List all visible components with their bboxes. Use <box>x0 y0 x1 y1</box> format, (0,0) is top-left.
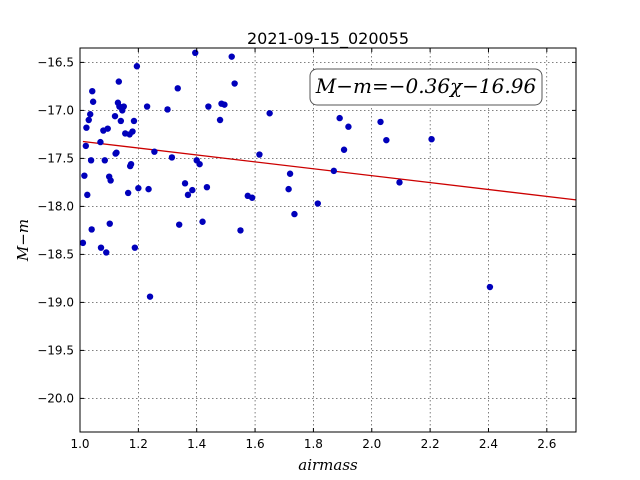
data-point <box>184 191 192 199</box>
data-point <box>81 172 88 179</box>
data-point <box>146 293 154 300</box>
data-point <box>127 160 135 168</box>
fit-annotation: M−m=−0.36χ−16.96 <box>309 68 543 106</box>
data-point <box>285 185 292 193</box>
y-tick-label: −20.0 <box>37 391 74 405</box>
annotation-text: M−m=−0.36χ−16.96 <box>315 74 537 98</box>
data-point <box>174 85 181 92</box>
data-point <box>345 123 352 130</box>
x-tick-label: 1.4 <box>187 437 206 451</box>
data-point <box>199 218 206 225</box>
data-point <box>89 98 97 105</box>
x-tick-label: 2.6 <box>537 437 556 451</box>
data-point <box>330 167 338 175</box>
y-axis-ticks: −16.5 −17.0 −17.5 −18.0 −18.5 −19.0 −19.5 −20.0 <box>37 55 576 405</box>
x-tick-label: 1.2 <box>129 437 148 451</box>
data-point <box>196 160 203 168</box>
data-point <box>340 146 348 153</box>
data-point <box>176 221 183 228</box>
fit-line <box>82 140 577 201</box>
x-axis-label: airmass <box>298 456 358 474</box>
data-point <box>113 149 120 156</box>
data-point <box>87 111 94 118</box>
data-points <box>79 49 494 300</box>
data-point <box>83 124 90 131</box>
data-point <box>130 117 138 125</box>
chart-title: 2021-09-15_020055 <box>247 29 409 49</box>
data-point <box>383 136 390 144</box>
data-point <box>111 112 119 120</box>
x-axis-ticks: 1.0 1.2 1.4 1.6 1.8 2.0 2.2 2.4 2.6 <box>70 48 556 451</box>
data-point <box>87 157 95 164</box>
x-tick-label: 1.8 <box>304 437 323 451</box>
data-point <box>164 106 171 113</box>
data-point <box>85 116 92 124</box>
data-point <box>115 78 123 85</box>
y-tick-label: −19.5 <box>37 343 74 357</box>
data-point <box>84 191 91 199</box>
x-tick-label: 2.4 <box>479 437 498 451</box>
data-point <box>135 184 142 192</box>
data-point <box>101 157 109 164</box>
data-point <box>133 63 141 70</box>
y-axis-label: M−m <box>14 219 32 262</box>
data-point <box>203 184 211 191</box>
data-point <box>189 186 196 194</box>
data-point <box>486 283 494 291</box>
data-point <box>103 249 110 256</box>
data-point <box>248 194 256 201</box>
data-point <box>237 227 244 234</box>
data-point <box>192 49 199 56</box>
data-point <box>314 200 321 207</box>
data-point <box>145 185 152 193</box>
data-point <box>89 88 96 95</box>
data-point <box>143 103 151 110</box>
y-tick-label: −17.5 <box>37 151 74 165</box>
data-point <box>168 154 176 161</box>
data-point <box>124 189 132 197</box>
data-point <box>79 239 87 247</box>
x-tick-label: 1.0 <box>70 437 89 451</box>
x-tick-label: 2.2 <box>421 437 440 451</box>
data-point <box>104 125 111 132</box>
data-point <box>256 151 263 158</box>
data-point <box>151 148 158 155</box>
data-point <box>266 110 273 117</box>
data-point <box>106 220 113 227</box>
y-tick-label: −16.5 <box>37 55 74 69</box>
data-point <box>117 117 125 125</box>
y-tick-label: −18.5 <box>37 247 74 261</box>
data-point <box>120 103 127 110</box>
data-point <box>377 118 384 126</box>
data-point <box>291 210 298 218</box>
data-point <box>228 53 235 60</box>
data-point <box>131 244 139 251</box>
data-point <box>336 114 343 122</box>
data-point <box>129 128 136 135</box>
data-point <box>107 177 114 184</box>
data-point <box>231 80 238 87</box>
x-tick-label: 2.0 <box>362 437 381 451</box>
plot-frame <box>79 47 577 433</box>
data-point <box>181 180 189 187</box>
data-point <box>428 136 435 143</box>
data-point <box>221 101 228 108</box>
annotation-box <box>309 68 543 106</box>
plot-area: 1.0 1.2 1.4 1.6 1.8 2.0 2.2 2.4 2.6 −16.5−17.0−1… <box>37 47 577 451</box>
y-tick-label: −18.0 <box>37 199 74 213</box>
data-point <box>88 226 95 233</box>
data-point <box>286 170 294 177</box>
y-tick-label: −19.0 <box>37 295 74 309</box>
x-tick-label: 1.6 <box>246 437 265 451</box>
y-tick-label: −17.0 <box>37 103 74 117</box>
regression-line <box>82 140 577 201</box>
data-point <box>396 179 403 186</box>
data-point <box>216 116 224 124</box>
data-point <box>97 138 104 146</box>
data-point <box>82 142 90 150</box>
data-point <box>97 244 105 251</box>
data-point <box>205 103 212 110</box>
grid-lines <box>79 48 576 432</box>
